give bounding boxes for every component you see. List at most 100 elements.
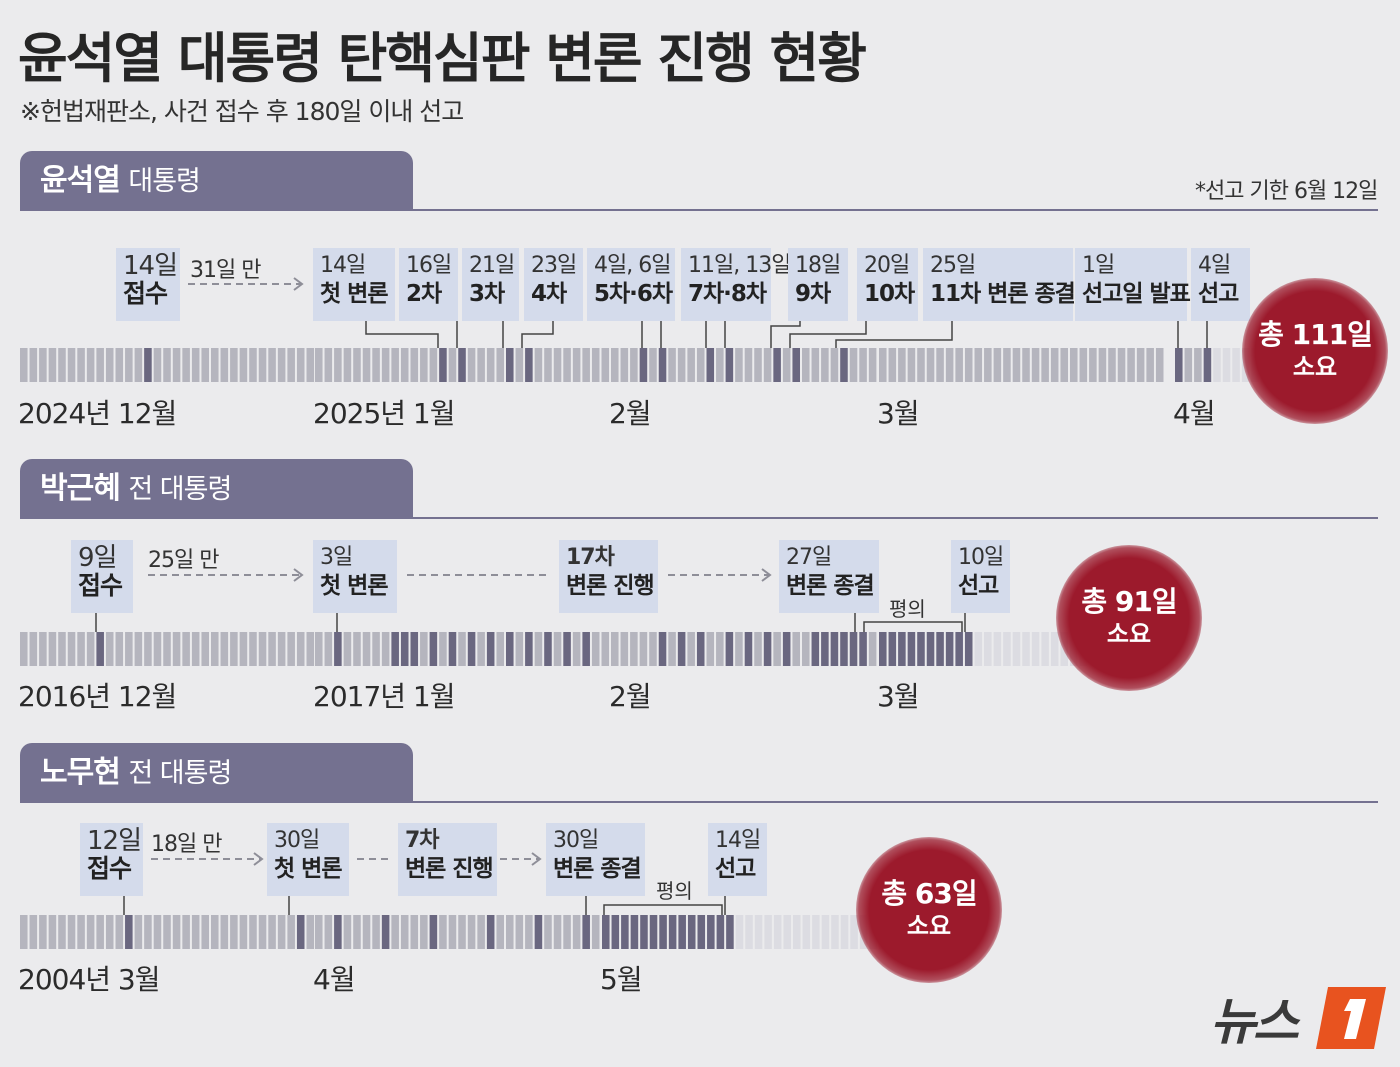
- day-cell: [58, 348, 66, 382]
- day-cell: [115, 915, 124, 949]
- day-cell: [1041, 348, 1049, 382]
- day-cell: [420, 915, 428, 949]
- day-cell: [429, 348, 438, 382]
- day-cell: [821, 348, 829, 382]
- day-cell: [735, 915, 744, 949]
- day-cell: [496, 348, 504, 382]
- day-cell: [859, 348, 867, 382]
- day-cell: [668, 348, 676, 382]
- day-cell: [591, 915, 600, 949]
- event-day-cell: [859, 632, 867, 666]
- event-day-cell: [1175, 348, 1183, 382]
- event-day-cell: [467, 632, 476, 666]
- day-cell: [907, 348, 916, 382]
- event-day-cell: [96, 632, 104, 666]
- svg-text:뉴스: 뉴스: [1210, 993, 1301, 1051]
- day-cell: [362, 632, 371, 666]
- day-cell: [802, 915, 811, 949]
- day-cell: [467, 915, 476, 949]
- day-cell: [802, 348, 810, 382]
- event-day-cell: [955, 632, 963, 666]
- day-cell: [163, 348, 171, 382]
- total-duration-badge: 총 91일 소요: [1056, 545, 1202, 691]
- event-day-cell: [486, 915, 495, 949]
- axis-label-month: 4월: [1173, 397, 1216, 430]
- day-cell: [591, 632, 600, 666]
- day-cell: [315, 632, 323, 666]
- day-cell: [974, 348, 983, 382]
- day-cell: [372, 632, 380, 666]
- day-cell: [553, 348, 562, 382]
- axis-label-month: 3월: [877, 397, 920, 430]
- day-cell: [239, 915, 248, 949]
- event-day-cell: [917, 632, 925, 666]
- day-cell: [984, 348, 992, 382]
- day-cell: [86, 348, 95, 382]
- leader-line: [789, 321, 867, 348]
- day-cell: [1108, 348, 1116, 382]
- day-cell: [125, 632, 133, 666]
- day-cell: [802, 632, 810, 666]
- day-cell: [1003, 348, 1011, 382]
- day-cell: [917, 348, 925, 382]
- event-day-cell: [506, 348, 514, 382]
- day-cell: [353, 915, 361, 949]
- day-cell: [306, 348, 315, 382]
- day-cell: [812, 915, 820, 949]
- event-day-cell: [400, 632, 409, 666]
- day-cell: [172, 348, 181, 382]
- section-tab-yoon: 윤석열 대통령: [20, 151, 413, 211]
- day-cell: [115, 348, 124, 382]
- day-cell: [544, 348, 552, 382]
- deadline-note: *선고 기한 6월 12일: [1195, 179, 1378, 204]
- day-cell: [230, 348, 238, 382]
- day-cell: [601, 632, 610, 666]
- event-day-cell: [334, 915, 342, 949]
- day-cell: [211, 915, 219, 949]
- day-cell: [201, 632, 209, 666]
- day-cell: [821, 915, 830, 949]
- day-cell: [353, 632, 361, 666]
- day-cell: [1050, 348, 1059, 382]
- day-cell: [716, 348, 724, 382]
- event-day-cell: [926, 632, 935, 666]
- day-cell: [1060, 348, 1068, 382]
- day-cell: [964, 348, 973, 382]
- label-first-hearing: 30일 첫 변론: [267, 823, 349, 896]
- day-cell: [974, 632, 983, 666]
- day-cell: [1070, 348, 1078, 382]
- event-day-cell: [830, 632, 839, 666]
- event-day-cell: [410, 632, 419, 666]
- day-cell: [993, 632, 1002, 666]
- day-cell: [831, 915, 839, 949]
- section-name: 박근혜: [40, 471, 121, 506]
- event-day-cell: [840, 632, 848, 666]
- day-cell: [572, 632, 581, 666]
- event-day-cell: [907, 632, 916, 666]
- day-cell: [67, 915, 76, 949]
- day-cell: [39, 632, 47, 666]
- day-cell: [324, 632, 333, 666]
- day-cell: [287, 348, 295, 382]
- day-cell: [48, 632, 57, 666]
- event-day-cell: [525, 348, 533, 382]
- day-cell: [955, 348, 963, 382]
- event-day-cell: [659, 915, 667, 949]
- day-cell: [324, 915, 333, 949]
- day-cell: [1213, 348, 1221, 382]
- event-day-cell: [773, 348, 781, 382]
- day-cell: [372, 915, 380, 949]
- day-cell: [525, 915, 533, 949]
- day-cell: [467, 348, 476, 382]
- day-cell: [391, 915, 399, 949]
- day-cell: [400, 915, 409, 949]
- event-day-cell: [448, 632, 457, 666]
- event-day-cell: [888, 632, 897, 666]
- axis-label-month: 2월: [609, 397, 652, 430]
- day-cell: [754, 632, 762, 666]
- event-day-cell: [506, 632, 514, 666]
- event-day-cell: [706, 348, 715, 382]
- label-verdict: 10일 선고: [951, 540, 1010, 613]
- day-cell: [1098, 348, 1107, 382]
- day-cell: [1031, 348, 1040, 382]
